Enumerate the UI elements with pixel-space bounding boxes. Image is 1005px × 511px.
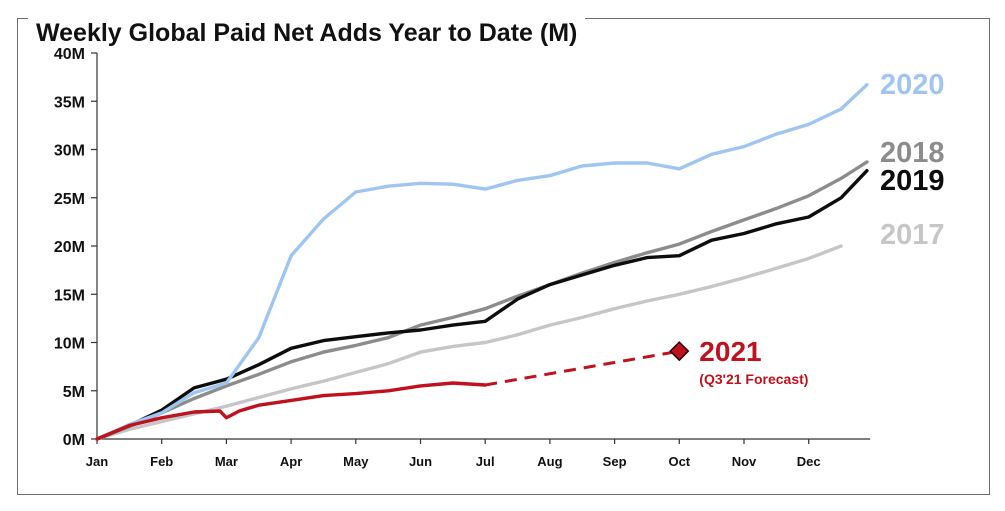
forecast-diamond-marker: [669, 341, 690, 362]
x-tick-label: Jan: [86, 454, 108, 469]
series-lines: [95, 83, 869, 441]
series-line-2020: [95, 83, 869, 441]
y-tick-label: 40M: [54, 46, 85, 63]
y-tick-label: 25M: [54, 191, 85, 208]
y-tick-label: 35M: [54, 94, 85, 111]
y-tick-label: 20M: [54, 239, 85, 256]
series-line-2018: [95, 160, 869, 441]
x-tick-label: Jul: [476, 454, 495, 469]
x-tick-label: Apr: [280, 454, 302, 469]
series-line-2021-forecast: [484, 349, 680, 387]
x-tick-label: May: [343, 454, 369, 469]
chart-frame: Weekly Global Paid Net Adds Year to Date…: [17, 17, 990, 495]
series-label-2020: 2020: [880, 69, 945, 101]
x-tick-label: Nov: [732, 454, 757, 469]
axes: [91, 52, 871, 444]
y-tick-label: 15M: [54, 287, 85, 304]
x-tick-label: Sep: [603, 454, 627, 469]
y-tick-label: 0M: [63, 432, 85, 449]
chart-title: Weekly Global Paid Net Adds Year to Date…: [28, 17, 586, 49]
annotation-label: 2021: [699, 336, 761, 367]
y-tick-label: 10M: [54, 336, 85, 353]
series-label-2018: 2018: [880, 137, 945, 169]
x-tick-label: Aug: [537, 454, 562, 469]
series-label-2017: 2017: [880, 219, 945, 251]
series-label-2019: 2019: [880, 165, 945, 197]
series-line-2017: [95, 244, 843, 441]
x-tick-label: Oct: [668, 454, 690, 469]
y-tick-label: 30M: [54, 143, 85, 160]
x-tick-label: Jun: [409, 454, 432, 469]
series-line-2021: [95, 381, 487, 441]
annotation-note: (Q3'21 Forecast): [699, 371, 808, 387]
series-line-2019: [95, 168, 869, 441]
x-tick-label: Mar: [215, 454, 238, 469]
y-tick-label: 5M: [63, 384, 85, 401]
tick-labels: 0M 5M 10M 15M 20M 25M 30M 35M 40M Jan Feb Mar Apr May…: [54, 46, 821, 469]
x-tick-label: Dec: [797, 454, 821, 469]
x-tick-label: Feb: [150, 454, 173, 469]
